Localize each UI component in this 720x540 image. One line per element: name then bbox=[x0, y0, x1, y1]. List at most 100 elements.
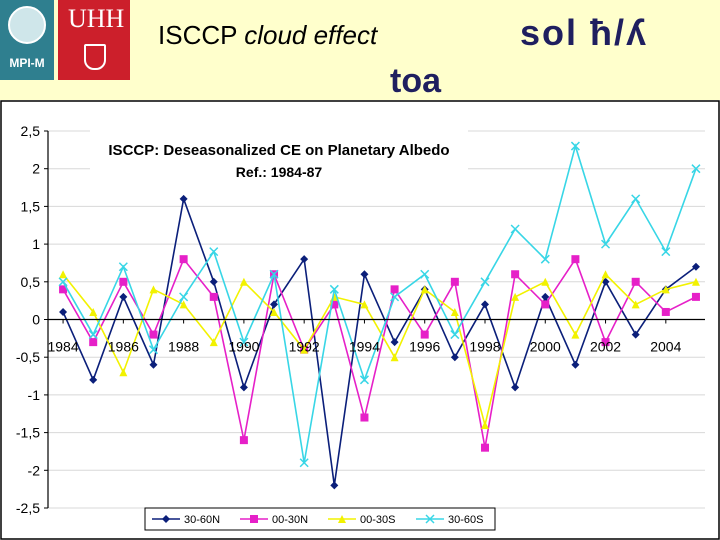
y-tick-label: -1 bbox=[28, 387, 41, 403]
chart-title-box: ISCCP: Deseasonalized CE on Planetary Al… bbox=[90, 130, 468, 186]
axis-layer: 2,5 2 1,5 1 0,5 0 -0,5 -1 -1,5 -2 -2,5 1984 1986 1988… bbox=[16, 123, 705, 516]
series-30-60S bbox=[58, 141, 701, 468]
data-point bbox=[149, 285, 158, 294]
data-point bbox=[330, 481, 339, 490]
x-tick-label: 1998 bbox=[469, 339, 500, 355]
data-point bbox=[420, 285, 429, 294]
chart-legend: 30-60N 00-30N 00-30S 30-60S bbox=[144, 507, 496, 531]
data-point bbox=[631, 194, 641, 204]
legend-item: 30-60S bbox=[416, 514, 483, 526]
data-point bbox=[119, 292, 128, 301]
data-point bbox=[450, 330, 460, 340]
data-point bbox=[179, 300, 188, 309]
data-point bbox=[89, 338, 98, 347]
data-point bbox=[511, 383, 520, 392]
data-point bbox=[450, 277, 459, 286]
albedo-line-chart: 2,5 2 1,5 1 0,5 0 -0,5 -1 -1,5 -2 -2,5 1984 1986 1988… bbox=[0, 100, 720, 540]
data-point bbox=[601, 338, 610, 347]
chart-subtitle: Ref.: 1984-87 bbox=[236, 164, 323, 180]
data-point bbox=[59, 307, 68, 316]
data-point bbox=[330, 300, 339, 309]
data-point bbox=[450, 353, 459, 362]
y-tick-label: 0,5 bbox=[21, 274, 41, 290]
x-tick-label: 1990 bbox=[228, 339, 259, 355]
legend-item: 00-30S bbox=[328, 514, 395, 526]
mpi-m-logo: MPI-M bbox=[0, 0, 54, 80]
data-point bbox=[270, 300, 279, 309]
series-line bbox=[62, 272, 697, 426]
data-point bbox=[420, 330, 429, 339]
data-point bbox=[511, 270, 520, 279]
data-point bbox=[570, 141, 580, 151]
data-point bbox=[661, 285, 670, 294]
title-italic: cloud effect bbox=[244, 20, 378, 50]
data-point bbox=[390, 292, 400, 302]
x-tick-label: 1996 bbox=[409, 339, 440, 355]
series-line bbox=[62, 143, 697, 463]
legend-marker bbox=[338, 515, 346, 523]
uhh-logo: UHH bbox=[58, 0, 130, 80]
header-banner: MPI-M UHH ISCCP cloud effect toa sol ħ/ʎ bbox=[0, 0, 720, 100]
uhh-logo-text: UHH bbox=[68, 4, 125, 33]
data-point bbox=[510, 224, 520, 234]
data-point bbox=[300, 345, 309, 354]
legend-box bbox=[144, 507, 496, 531]
data-point bbox=[299, 458, 309, 468]
mpi-m-logo-text: MPI-M bbox=[9, 56, 45, 70]
data-point bbox=[571, 330, 580, 339]
data-point bbox=[541, 292, 550, 301]
legend-label: 30-60S bbox=[448, 514, 483, 526]
y-tick-label: 1 bbox=[32, 236, 40, 252]
data-point bbox=[360, 270, 369, 279]
data-point bbox=[148, 345, 159, 355]
data-point bbox=[209, 292, 218, 301]
y-tick-label: -1,5 bbox=[16, 425, 40, 441]
slide-title: ISCCP cloud effect bbox=[158, 20, 377, 51]
y-tick-label: 0 bbox=[32, 312, 40, 328]
legend-item: 00-30N bbox=[240, 514, 308, 526]
data-point bbox=[631, 277, 640, 286]
data-point bbox=[329, 284, 339, 294]
data-point bbox=[631, 330, 640, 339]
data-point bbox=[571, 255, 580, 264]
data-point bbox=[450, 307, 459, 316]
y-tick-label: 2,5 bbox=[21, 123, 41, 139]
data-point bbox=[601, 270, 610, 279]
series-layer bbox=[58, 141, 701, 490]
chart-title: ISCCP: Deseasonalized CE on Planetary Al… bbox=[108, 142, 449, 159]
x-tick-label: 2000 bbox=[530, 339, 561, 355]
data-point bbox=[691, 262, 700, 271]
data-point bbox=[601, 239, 611, 249]
data-point bbox=[179, 255, 188, 264]
data-point bbox=[360, 300, 369, 309]
x-tick-label: 1986 bbox=[108, 339, 139, 355]
data-point bbox=[360, 413, 369, 422]
data-point bbox=[179, 194, 188, 203]
data-point bbox=[480, 300, 489, 309]
y-tick-label: -2 bbox=[28, 462, 41, 478]
title-plain: ISCCP bbox=[158, 20, 245, 50]
series-30-60N bbox=[59, 194, 700, 490]
legend-marker bbox=[250, 515, 258, 523]
y-tick-label: -2,5 bbox=[16, 500, 40, 516]
data-point bbox=[691, 164, 701, 174]
series-line bbox=[62, 195, 697, 486]
data-point bbox=[300, 255, 309, 264]
globe-icon bbox=[8, 6, 46, 44]
data-point bbox=[179, 292, 189, 302]
data-point bbox=[571, 360, 580, 369]
data-point bbox=[691, 292, 700, 301]
data-point bbox=[511, 292, 520, 301]
title-subscript: toa bbox=[390, 62, 441, 100]
data-point bbox=[58, 277, 68, 287]
data-point bbox=[89, 375, 98, 384]
data-point bbox=[359, 375, 369, 385]
data-point bbox=[540, 254, 550, 264]
y-tick-label: 1,5 bbox=[21, 198, 41, 214]
data-point bbox=[691, 277, 700, 286]
x-tick-label: 1994 bbox=[349, 339, 380, 355]
data-point bbox=[541, 300, 550, 309]
title-symbol: sol ħ/ʎ bbox=[520, 12, 649, 53]
shield-icon bbox=[84, 44, 106, 70]
data-point bbox=[59, 270, 68, 279]
